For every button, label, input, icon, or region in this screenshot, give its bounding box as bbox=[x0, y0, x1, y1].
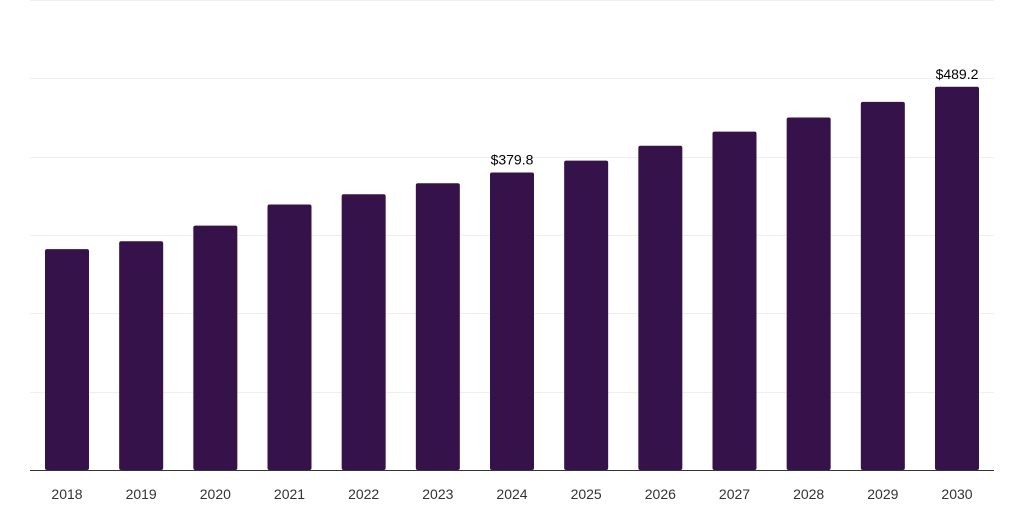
bar-2030[interactable] bbox=[935, 86, 979, 470]
bar-2021[interactable] bbox=[267, 204, 312, 470]
x-tick-label-2025: 2025 bbox=[571, 486, 602, 502]
bar-2026[interactable] bbox=[638, 145, 683, 470]
bars bbox=[45, 86, 979, 471]
bar-2025[interactable] bbox=[564, 160, 609, 470]
bar-2019[interactable] bbox=[119, 241, 164, 470]
bar-2028[interactable] bbox=[786, 117, 831, 471]
x-tick-label-2023: 2023 bbox=[422, 486, 453, 502]
bar-2018[interactable] bbox=[45, 249, 89, 470]
x-tick-label-2030: 2030 bbox=[941, 486, 972, 502]
data-labels: $379.8 $489.2 bbox=[491, 66, 979, 168]
x-tick-label-2026: 2026 bbox=[645, 486, 676, 502]
bar-2024[interactable] bbox=[490, 172, 534, 471]
x-tick-label-2021: 2021 bbox=[274, 486, 305, 502]
bar-2027[interactable] bbox=[712, 131, 757, 470]
data-label-2024: $379.8 bbox=[491, 151, 534, 167]
x-axis-ticks: 2018 2019 2020 2021 2022 2023 2024 2025 2026 2027… bbox=[51, 486, 972, 502]
x-tick-label-2024: 2024 bbox=[496, 486, 527, 502]
x-tick-label-2020: 2020 bbox=[200, 486, 231, 502]
bar-2023[interactable] bbox=[415, 183, 460, 471]
x-tick-label-2018: 2018 bbox=[51, 486, 82, 502]
data-label-2030: $489.2 bbox=[936, 66, 979, 82]
x-tick-label-2028: 2028 bbox=[793, 486, 824, 502]
bar-2029[interactable] bbox=[860, 101, 905, 470]
bar-2022[interactable] bbox=[341, 194, 386, 470]
x-tick-label-2027: 2027 bbox=[719, 486, 750, 502]
x-tick-label-2029: 2029 bbox=[867, 486, 898, 502]
x-tick-label-2019: 2019 bbox=[126, 486, 157, 502]
x-tick-label-2022: 2022 bbox=[348, 486, 379, 502]
bar-2020[interactable] bbox=[193, 225, 238, 470]
